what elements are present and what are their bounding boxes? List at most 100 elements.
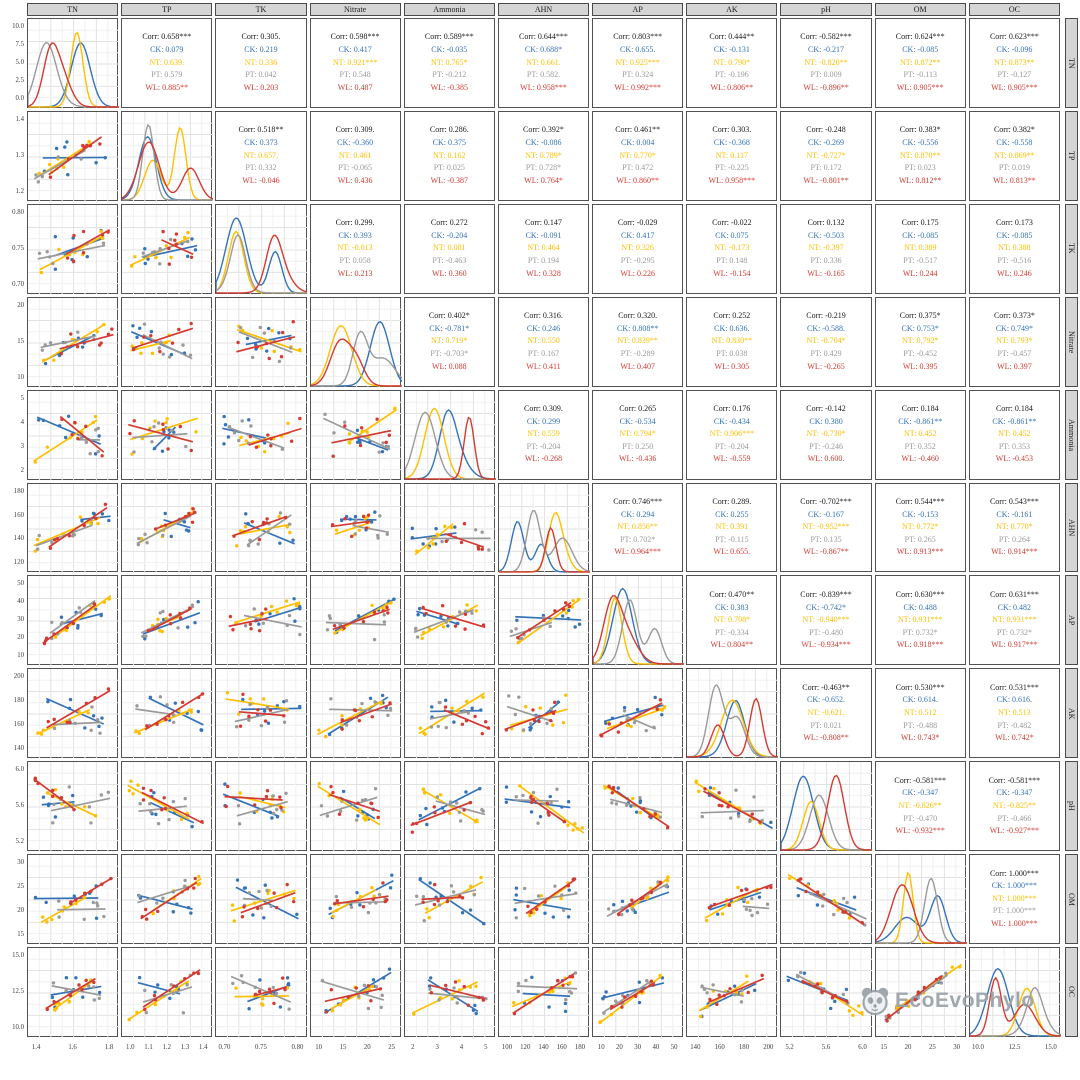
data-point-WL — [192, 971, 196, 975]
data-point-CK — [175, 902, 179, 907]
regression-line-PT — [142, 333, 193, 360]
scatter-panel-pH-TK — [215, 761, 308, 852]
data-point-WL — [607, 784, 611, 789]
data-point-WL — [831, 995, 835, 1000]
data-point-WL — [100, 453, 104, 458]
corr-line-wl: WL: -0.932*** — [895, 826, 945, 836]
data-point-PT — [148, 802, 152, 806]
regression-line-PT — [57, 908, 106, 911]
corr-line-corr: Corr: 0.402* — [428, 311, 470, 321]
data-point-WL — [655, 707, 659, 712]
corr-line-corr: Corr: -0.582*** — [800, 32, 852, 42]
data-point-NT — [721, 912, 725, 916]
density-curve-WL — [122, 141, 214, 200]
data-point-CK — [187, 906, 191, 910]
data-point-CK — [131, 323, 135, 328]
regression-line-PT — [328, 708, 392, 712]
data-point-PT — [141, 635, 145, 639]
data-point-WL — [463, 627, 467, 632]
data-point-PT — [240, 418, 245, 423]
data-point-NT — [523, 705, 528, 709]
data-point-WL — [529, 800, 534, 805]
data-point-CK — [410, 535, 414, 539]
data-point-WL — [94, 516, 98, 520]
regression-line-NT — [52, 980, 93, 1011]
data-point-CK — [247, 1007, 252, 1011]
data-point-PT — [56, 155, 60, 159]
corr-line-nt: NT: 0.388 — [998, 243, 1031, 253]
scatter-panel-AHN-TP — [121, 482, 214, 573]
data-point-WL — [727, 903, 732, 908]
data-point-CK — [464, 790, 468, 794]
regression-line-WL — [141, 791, 205, 825]
data-point-PT — [186, 239, 190, 244]
data-point-WL — [283, 987, 288, 992]
corr-line-ck: CK: 0.614. — [902, 695, 938, 705]
regression-line-WL — [512, 973, 575, 1015]
data-point-CK — [604, 721, 608, 726]
row-strip-Ammonia: Ammonia — [1065, 389, 1078, 480]
data-point-PT — [248, 703, 253, 707]
corr-line-corr: Corr: 0.184 — [995, 404, 1033, 414]
scatter-panel-Ammonia-TN — [27, 389, 119, 480]
corr-line-corr: Corr: 0.623*** — [989, 32, 1039, 42]
data-point-WL — [192, 886, 196, 890]
scatter-panel-pH-Ammonia — [403, 761, 496, 852]
data-point-WL — [177, 327, 181, 331]
density-panel-canvas — [28, 19, 119, 108]
corr-line-pt: PT: -0.113 — [903, 70, 937, 80]
data-point-WL — [720, 804, 724, 808]
scatter-panel-AK-Ammonia — [403, 668, 496, 759]
data-point-CK — [268, 810, 273, 815]
data-point-WL — [189, 255, 194, 259]
data-point-PT — [171, 713, 176, 717]
data-point-NT — [357, 808, 361, 812]
data-point-CK — [276, 815, 280, 819]
corr-line-ck: CK: 0.294 — [620, 509, 655, 519]
data-point-PT — [374, 985, 378, 989]
data-point-CK — [733, 984, 737, 988]
corr-line-ck: CK: 0.075 — [715, 230, 749, 240]
density-curve-PT — [404, 411, 496, 480]
data-point-WL — [59, 796, 64, 800]
corr-line-wl: WL: -0.808** — [803, 733, 849, 743]
regression-line-PT — [50, 797, 111, 812]
data-point-WL — [168, 613, 173, 618]
data-point-NT — [516, 641, 521, 645]
data-point-PT — [516, 981, 521, 986]
corr-line-nt: NT: -0.820** — [804, 57, 848, 67]
regression-line-WL — [332, 895, 389, 906]
data-point-CK — [223, 782, 227, 787]
data-point-CK — [660, 713, 664, 717]
data-point-PT — [742, 897, 747, 902]
corr-text-panel-TN-Nitrate: Corr: 0.598*** CK: 0.417 NT: 0.921*** PT: 0… — [309, 18, 401, 108]
data-point-WL — [149, 789, 153, 793]
regression-line-NT — [606, 707, 667, 730]
regression-line-CK — [33, 897, 99, 900]
data-point-WL — [272, 1001, 276, 1006]
data-point-NT — [860, 1011, 865, 1015]
data-point-CK — [816, 903, 820, 907]
scatter-panel-pH-TN — [27, 761, 119, 852]
corr-line-nt: NT: 0.870** — [899, 150, 941, 160]
regression-line-WL — [142, 969, 201, 1008]
corr-text-panel-Ammonia-OC: Corr: 0.184 CK: -0.861** NT: 0.452 PT: 0.35… — [968, 389, 1060, 480]
regression-line-NT — [127, 784, 190, 821]
scatter-panel-OC-AHN — [497, 947, 590, 1038]
corr-line-ck: CK: 0.246 — [526, 323, 561, 333]
data-point-NT — [427, 916, 431, 920]
scatter-panel-AHN-TK — [215, 482, 308, 573]
data-point-CK — [417, 607, 422, 611]
data-point-NT — [468, 884, 473, 889]
data-point-PT — [158, 261, 162, 266]
regression-line-WL — [708, 977, 765, 1004]
data-point-PT — [95, 901, 99, 905]
data-point-NT — [363, 818, 367, 823]
data-point-WL — [369, 802, 373, 806]
corr-line-corr: Corr: 0.320. — [618, 311, 658, 321]
data-point-PT — [157, 420, 161, 425]
corr-line-nt: NT: 0.326 — [621, 243, 654, 253]
data-point-WL — [547, 813, 551, 818]
data-point-CK — [80, 518, 84, 523]
scatter-panel-OC-TN — [27, 947, 119, 1038]
